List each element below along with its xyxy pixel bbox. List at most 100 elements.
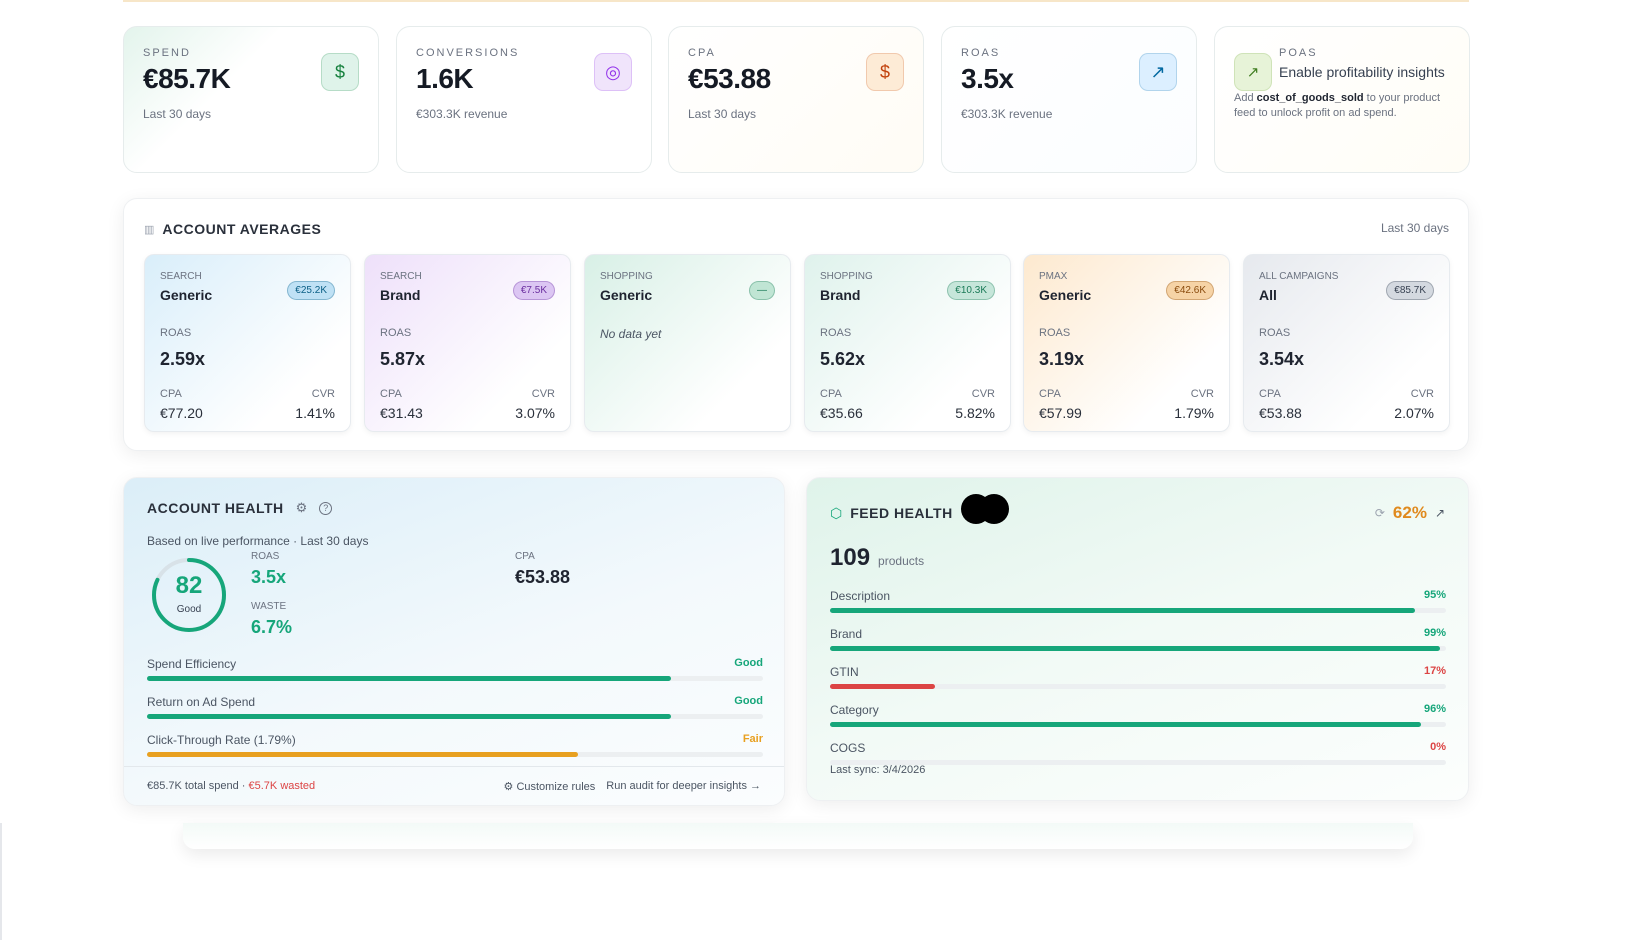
spend-badge: — [749, 281, 775, 300]
attribute-label: Description [830, 589, 891, 603]
trending-up-icon: ↗ [1234, 53, 1272, 91]
roas-label: ROAS [820, 327, 852, 339]
roas-value: 5.62x [820, 349, 866, 369]
refresh-icon[interactable]: ⟳ [1374, 506, 1385, 520]
feed-attribute: COGS 0% [830, 741, 1446, 765]
cpa-value: €35.66 [820, 405, 863, 421]
next-section-card [183, 823, 1413, 849]
cvr-value: 1.41% [295, 405, 335, 421]
cpa-label: CPA [1039, 388, 1061, 400]
campaign-card[interactable]: SHOPPING Generic — No data yet [584, 254, 791, 432]
campaign-type: SEARCH [160, 271, 202, 282]
health-subtitle: Based on live performance · Last 30 days [147, 534, 369, 548]
account-health-panel: ACCOUNT HEALTH ⚙ ? Based on live perform… [123, 477, 785, 806]
roas-value: 5.87x [380, 349, 426, 369]
spend-badge: €42.6K [1166, 281, 1214, 300]
health-metric: Spend Efficiency Good [147, 657, 763, 681]
kpi-label: CONVERSIONS [416, 47, 520, 59]
metric-bar [147, 752, 763, 757]
kpi-value: €53.88 [688, 63, 771, 94]
account-averages-title: ACCOUNT AVERAGES [162, 221, 322, 237]
feed-attribute: Category 96% [830, 703, 1446, 727]
product-count: 109 [830, 544, 871, 571]
kpi-card-cpa: CPA €53.88 Last 30 days $ [668, 26, 924, 173]
trending-up-icon: ↗ [1139, 53, 1177, 91]
spend-badge: €25.2K [287, 281, 335, 300]
bar-chart-icon: ▥ [144, 223, 155, 236]
attribute-label: COGS [830, 741, 866, 755]
cpa-label: CPA [515, 551, 535, 562]
run-audit-link[interactable]: Run audit for deeper insights → [606, 780, 761, 792]
health-metric: Return on Ad Spend Good [147, 695, 763, 719]
attribute-value: 95% [1423, 589, 1446, 601]
kpi-card-poas: ↗ POAS Enable profitability insights Add… [1214, 26, 1470, 173]
campaign-name: Generic [600, 287, 653, 303]
cpa-value: €53.88 [515, 567, 571, 587]
target-icon: ◎ [594, 53, 632, 91]
attribute-bar [830, 646, 1446, 651]
feed-attribute: Description 95% [830, 589, 1446, 613]
health-score-gauge: 82 Good [150, 556, 228, 634]
metric-bar [147, 676, 763, 681]
metric-label: Spend Efficiency [147, 657, 237, 671]
feed-health-panel: ⬡ FEED HEALTH ⟳ 62% ↗ 109 products Descr… [806, 477, 1469, 801]
account-averages-panel: ▥ ACCOUNT AVERAGES Last 30 days SEARCH G… [123, 198, 1469, 451]
attribute-label: GTIN [830, 665, 859, 679]
external-link-icon[interactable]: ↗ [1434, 506, 1445, 520]
settings-icon[interactable]: ⚙ [295, 500, 308, 515]
campaign-card[interactable]: ALL CAMPAIGNS All €85.7K ROAS 3.54x CPA CV… [1243, 254, 1450, 432]
settings-icon: ⚙ [503, 781, 517, 793]
kpi-sub: €303.3K revenue [416, 107, 508, 121]
cpa-label: CPA [820, 388, 842, 400]
kpi-value: 3.5x [961, 63, 1014, 94]
feed-attribute: Brand 99% [830, 627, 1446, 651]
poas-description: Add cost_of_goods_sold to your product f… [1234, 92, 1441, 119]
cvr-label: CVR [1190, 388, 1214, 400]
roas-value: 2.59x [160, 349, 206, 369]
campaign-card[interactable]: SEARCH Generic €25.2K ROAS 2.59x CPA CVR €… [144, 254, 351, 432]
roas-label: ROAS [160, 327, 192, 339]
cpa-value: €77.20 [160, 405, 203, 421]
last-sync: Last sync: 3/4/2026 [830, 764, 926, 776]
attribute-bar [830, 608, 1446, 613]
campaign-card[interactable]: SHOPPING Brand €10.3K ROAS 5.62x CPA CVR €… [804, 254, 1011, 432]
kpi-label: SPEND [143, 47, 191, 59]
spend-badge: €85.7K [1386, 281, 1434, 300]
campaign-name: Brand [380, 287, 421, 303]
dollar-icon: $ [866, 53, 904, 91]
roas-label: ROAS [1039, 327, 1071, 339]
kpi-card-spend: SPEND €85.7K Last 30 days $ [123, 26, 379, 173]
kpi-sub: Last 30 days [688, 107, 757, 121]
cvr-value: 3.07% [515, 405, 555, 421]
metric-label: Return on Ad Spend [147, 695, 256, 709]
waste-value: 6.7% [251, 617, 293, 637]
cvr-label: CVR [1410, 388, 1434, 400]
attribute-value: 99% [1423, 627, 1446, 639]
attribute-bar [830, 722, 1446, 727]
cpa-value: €53.88 [1259, 405, 1302, 421]
dollar-icon: $ [321, 53, 359, 91]
cpa-value: €31.43 [380, 405, 423, 421]
package-icon: ⬡ [830, 504, 843, 521]
help-icon[interactable]: ? [319, 501, 333, 515]
roas-value: 3.54x [1259, 349, 1305, 369]
campaign-name: All [1259, 287, 1277, 303]
campaign-card[interactable]: SEARCH Brand €7.5K ROAS 5.87x CPA CVR €31.… [364, 254, 571, 432]
health-score: 82 [175, 572, 203, 599]
customize-rules-button[interactable]: ⚙ Customize rules [503, 781, 596, 793]
attribute-label: Category [830, 703, 879, 717]
campaign-card[interactable]: PMAX Generic €42.6K ROAS 3.19x CPA CVR €57… [1023, 254, 1230, 432]
cpa-label: CPA [380, 388, 402, 400]
attribute-label: Brand [830, 627, 863, 641]
metric-bar [147, 714, 763, 719]
campaign-name: Brand [820, 287, 861, 303]
roas-label: ROAS [1259, 327, 1291, 339]
campaign-name: Generic [1039, 287, 1092, 303]
campaign-name: Generic [160, 287, 213, 303]
cvr-value: 2.07% [1394, 405, 1434, 421]
kpi-label: CPA [688, 47, 716, 59]
left-divider [0, 823, 2, 940]
kpi-card-conversions: CONVERSIONS 1.6K €303.3K revenue ◎ [396, 26, 652, 173]
account-health-title: ACCOUNT HEALTH [147, 500, 284, 516]
campaign-type: SEARCH [380, 271, 422, 282]
